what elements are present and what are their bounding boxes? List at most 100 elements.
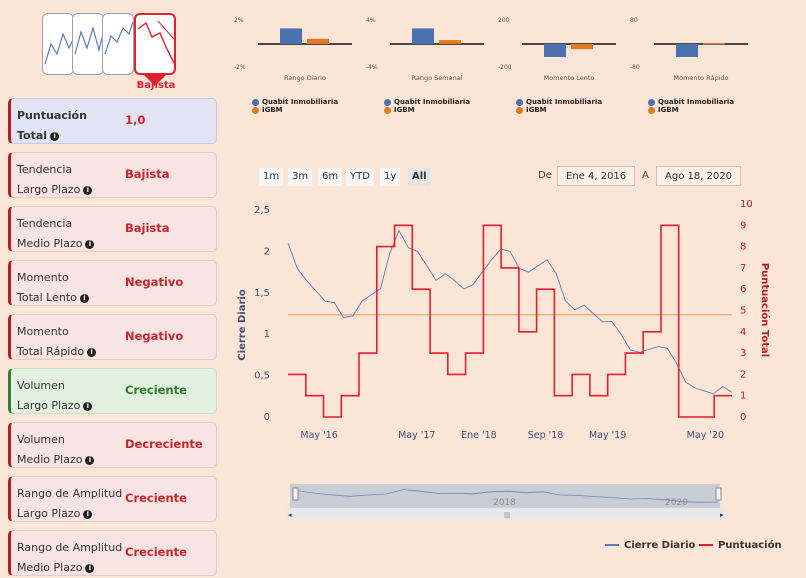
y-right-tick: 0: [740, 412, 746, 423]
mini-bar-quabit: [412, 28, 434, 44]
mini-bar-igbm: [703, 43, 725, 45]
info-icon[interactable]: i: [83, 401, 93, 411]
legend-dot-icon: [252, 106, 259, 114]
mini-ytick-top: 2%: [234, 17, 244, 24]
info-icon[interactable]: i: [87, 347, 97, 357]
metric-label-line2: Largo Plazo: [17, 399, 81, 412]
mini-legend-quabit[interactable]: Quabit Inmobiliaria: [648, 98, 734, 106]
info-icon[interactable]: i: [83, 509, 93, 519]
metric-card[interactable]: Volumen Medio Plazo i Decreciente: [8, 422, 217, 468]
mini-ytick-top: 4%: [366, 17, 376, 24]
metric-label: Puntuación Total i: [17, 106, 133, 146]
trend-selector: Bajista: [42, 13, 178, 93]
mini-ytick-bottom: -200: [498, 64, 512, 71]
legend-score-swatch: [699, 544, 713, 546]
range-button[interactable]: 1y: [380, 168, 401, 186]
info-icon[interactable]: i: [79, 293, 89, 303]
y-right-tick: 5: [740, 306, 746, 317]
mini-legend-igbm[interactable]: IGBM: [648, 106, 734, 114]
metric-label-line2: Medio Plazo: [17, 237, 83, 250]
mini-ytick-top: 80: [630, 17, 638, 24]
metric-label-line2: Medio Plazo: [17, 561, 83, 574]
metric-label-line2: Largo Plazo: [17, 183, 81, 196]
mini-legend-quabit[interactable]: Quabit Inmobiliaria: [252, 98, 338, 106]
date-from-input[interactable]: Ene 4, 2016: [557, 166, 636, 186]
date-to-label: A: [642, 170, 649, 181]
legend-close[interactable]: Cierre Diario: [605, 540, 695, 551]
metric-label-line1: Tendencia: [17, 217, 73, 230]
range-button[interactable]: 1m: [259, 168, 284, 186]
navigator-scrollbar[interactable]: [286, 508, 726, 519]
mini-ytick-bottom: -2%: [234, 64, 246, 71]
info-icon[interactable]: i: [50, 131, 60, 141]
legend-dot-icon: [384, 98, 391, 106]
legend-score[interactable]: Puntuación: [699, 540, 782, 551]
x-tick: May '19: [589, 430, 626, 441]
x-tick: May '16: [300, 430, 337, 441]
mini-legend-igbm[interactable]: IGBM: [384, 106, 470, 114]
metric-card[interactable]: Puntuación Total i 1,0: [8, 98, 217, 144]
navigator-right-handle[interactable]: [715, 487, 722, 501]
metric-card[interactable]: Tendencia Largo Plazo i Bajista: [8, 152, 217, 198]
metric-label: Momento Total Rápido i: [17, 322, 133, 362]
y-right-tick: 6: [740, 284, 746, 295]
mini-legend-igbm[interactable]: IGBM: [252, 106, 338, 114]
info-icon[interactable]: i: [83, 185, 93, 195]
mini-legend: Quabit Inmobiliaria IGBM: [252, 98, 338, 114]
mini-ytick-top: 200: [498, 17, 510, 24]
metric-card[interactable]: Tendencia Medio Plazo i Bajista: [8, 206, 217, 252]
metric-label-line1: Volumen: [17, 433, 65, 446]
metric-value: Negativo: [125, 329, 184, 343]
metric-card[interactable]: Momento Total Lento i Negativo: [8, 260, 217, 306]
y-right-tick: 1: [740, 391, 746, 402]
series-line-puntuacion: [288, 224, 732, 418]
info-icon[interactable]: i: [85, 239, 95, 249]
metric-card[interactable]: Rango de Amplitud Largo Plazo i Creciente: [8, 476, 217, 522]
mini-legend-quabit[interactable]: Quabit Inmobiliaria: [516, 98, 602, 106]
x-tick: May '17: [398, 430, 435, 441]
navigator-left-handle[interactable]: [292, 487, 299, 501]
mini-legend-igbm[interactable]: IGBM: [516, 106, 602, 114]
mini-legend-quabit[interactable]: Quabit Inmobiliaria: [384, 98, 470, 106]
range-button[interactable]: YTD: [346, 168, 374, 186]
metric-label-line1: Puntuación: [17, 109, 87, 122]
mini-chart-title: Momento Lento: [544, 74, 595, 82]
metric-value: Negativo: [125, 275, 184, 289]
metric-label-line1: Rango de Amplitud: [17, 541, 123, 554]
metric-card[interactable]: Volumen Largo Plazo i Creciente: [8, 368, 217, 414]
mini-bar-igbm: [439, 40, 461, 44]
navigator[interactable]: 2018 2020 ◂ ▸ |||: [286, 484, 726, 519]
info-icon[interactable]: i: [85, 455, 95, 465]
trend-option-lateral[interactable]: [72, 13, 104, 75]
scroll-grip-icon[interactable]: |||: [504, 512, 510, 519]
navigator-label-2018: 2018: [493, 498, 516, 508]
metric-card[interactable]: Rango de Amplitud Medio Plazo i Creciente: [8, 530, 217, 576]
trend-pointer-icon: [143, 74, 167, 86]
mini-bar-igbm: [307, 38, 329, 44]
trend-option-up-down[interactable]: [42, 13, 74, 75]
navigator-line: [297, 489, 719, 503]
trend-option-bajista[interactable]: [134, 13, 176, 75]
series-line-cierre-diario: [287, 229, 733, 395]
metric-value: Bajista: [125, 167, 170, 181]
range-button[interactable]: 6m: [318, 168, 343, 186]
date-to-input[interactable]: Ago 18, 2020: [656, 166, 742, 186]
range-button[interactable]: All: [408, 168, 431, 186]
range-button[interactable]: 3m: [288, 168, 313, 186]
metric-value: 1,0: [125, 113, 146, 127]
x-tick: May '20: [687, 430, 724, 441]
metric-label: Volumen Largo Plazo i: [17, 376, 133, 416]
metric-label-line1: Momento: [17, 325, 69, 338]
scroll-left-icon[interactable]: ◂: [288, 511, 292, 519]
legend-close-swatch: [605, 544, 619, 546]
mini-bar-igbm: [571, 44, 593, 50]
y-left-tick: 0,5: [254, 371, 270, 382]
info-icon[interactable]: i: [85, 563, 95, 573]
metric-card[interactable]: Momento Total Rápido i Negativo: [8, 314, 217, 360]
scroll-right-icon[interactable]: ▸: [720, 511, 724, 519]
metric-value: Creciente: [125, 491, 187, 505]
metric-label-line1: Rango de Amplitud: [17, 487, 123, 500]
y-right-axis-label: Puntuación Total: [759, 263, 771, 357]
trend-option-alcista[interactable]: [102, 13, 134, 75]
